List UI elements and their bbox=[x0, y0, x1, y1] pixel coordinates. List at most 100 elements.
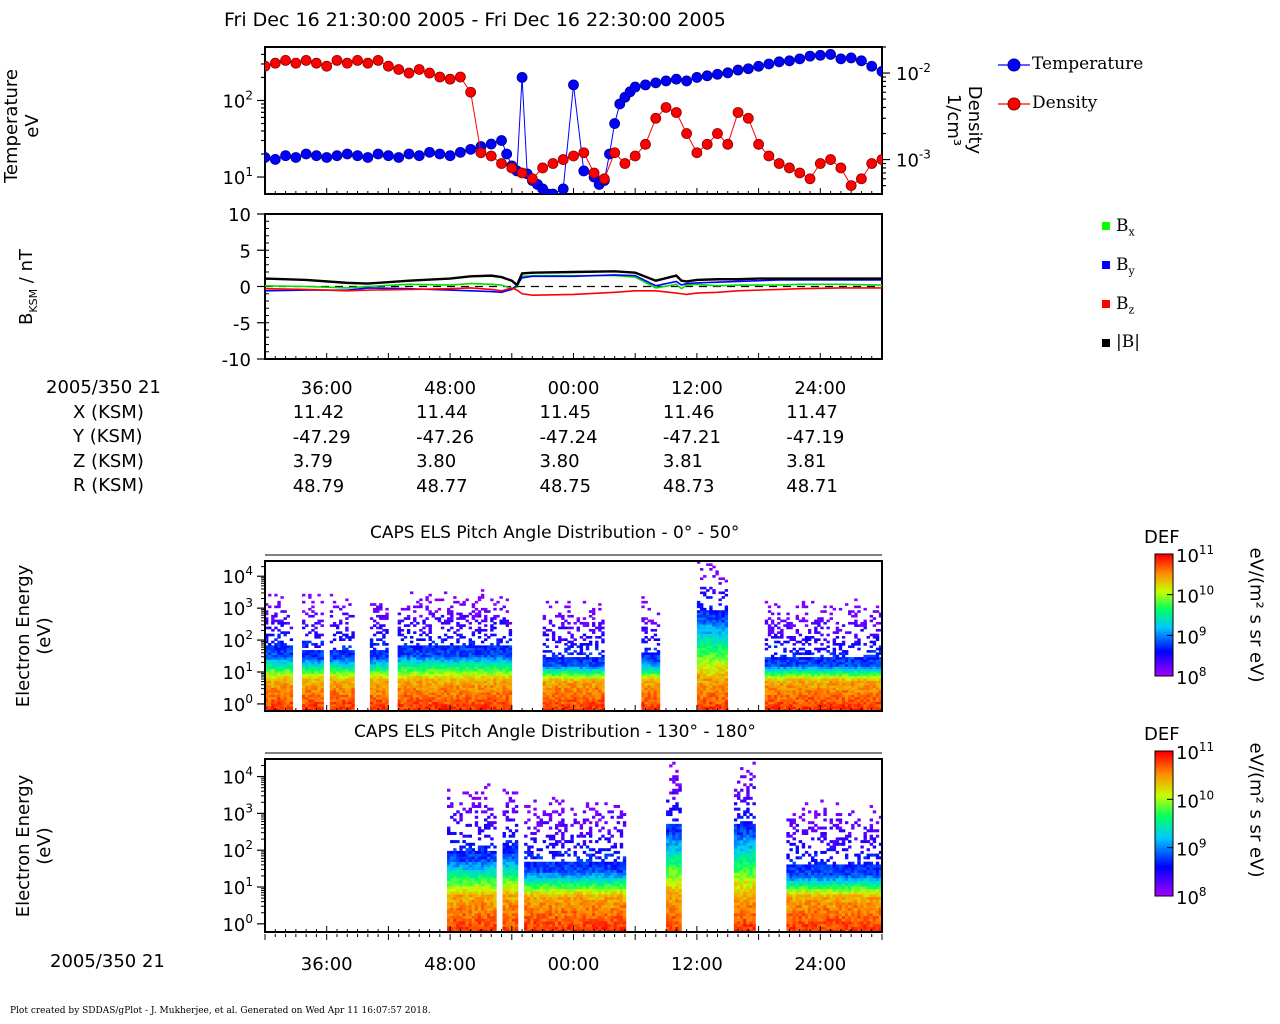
spectrogram-cell bbox=[422, 708, 426, 712]
temperature-point bbox=[372, 148, 384, 160]
spectrogram-cell bbox=[302, 680, 306, 684]
spectrogram-cell bbox=[382, 633, 386, 637]
spectrogram-cell bbox=[419, 664, 423, 667]
spectrogram-cell bbox=[567, 666, 571, 670]
spectrogram-cell bbox=[811, 666, 815, 670]
spectrogram-cell bbox=[777, 636, 781, 639]
spectrogram-cell bbox=[598, 708, 602, 712]
spectrogram-cell bbox=[400, 652, 405, 656]
spectrogram-cell bbox=[487, 647, 491, 651]
spectrogram-cell bbox=[474, 706, 479, 709]
spectrogram-cell bbox=[650, 654, 655, 658]
spectrogram-cell bbox=[696, 621, 701, 625]
spectrogram-cell bbox=[573, 692, 577, 695]
spectrogram-cell bbox=[712, 638, 716, 641]
spectrogram-cell bbox=[582, 678, 587, 681]
spectrogram-cell bbox=[468, 685, 472, 688]
spectrogram-cell bbox=[409, 666, 414, 670]
spectrogram-cell bbox=[696, 633, 701, 637]
spectrogram-cell bbox=[453, 659, 457, 663]
spectrogram-cell bbox=[789, 657, 793, 660]
spectrogram-cell bbox=[462, 701, 466, 705]
spectrogram-cell bbox=[696, 668, 701, 672]
spectrogram-cell bbox=[582, 666, 587, 670]
spectrogram-cell bbox=[456, 703, 460, 707]
spectrogram-cell bbox=[422, 621, 426, 625]
spectrogram-cell bbox=[409, 654, 414, 658]
spectrogram-cell bbox=[447, 701, 451, 705]
density-point bbox=[516, 167, 528, 179]
spectrogram-cell bbox=[369, 645, 374, 649]
b-series-magbmag bbox=[264, 270, 882, 288]
spectrogram-cell bbox=[585, 692, 590, 695]
spectrogram-cell bbox=[409, 682, 414, 686]
spectrogram-cell bbox=[314, 696, 318, 700]
spectrogram-cell bbox=[320, 685, 324, 688]
spectrogram-cell bbox=[767, 694, 772, 698]
spectrogram-cell bbox=[696, 650, 701, 653]
spectrogram-cell bbox=[561, 701, 565, 705]
spectrogram-cell bbox=[342, 668, 346, 672]
spectrogram-cell bbox=[289, 682, 294, 686]
spectrogram-cell bbox=[801, 643, 806, 646]
spectrogram-cell bbox=[595, 671, 599, 674]
spectrogram-cell bbox=[487, 701, 491, 705]
spectrogram-cell bbox=[419, 650, 423, 653]
spectrogram-cell bbox=[598, 659, 602, 663]
temperature-point bbox=[434, 148, 446, 160]
spectrogram-cell bbox=[854, 685, 858, 688]
spectrogram-cell bbox=[857, 687, 861, 691]
spectrogram-cell bbox=[342, 647, 346, 651]
spectrogram-cell bbox=[542, 689, 547, 693]
spectrogram-cell bbox=[724, 657, 729, 660]
spectrogram-cell bbox=[425, 689, 429, 693]
spectrogram-cell bbox=[471, 659, 476, 663]
spectrogram-cell bbox=[277, 621, 281, 625]
spectrogram-cell bbox=[314, 652, 318, 656]
spectrogram-cell bbox=[712, 643, 716, 646]
spectrogram-cell bbox=[570, 657, 574, 660]
spectrogram-cell bbox=[468, 638, 472, 641]
spectrogram-cell bbox=[774, 645, 778, 649]
spectrogram-cell bbox=[582, 675, 587, 679]
spectrogram-cell bbox=[558, 703, 562, 707]
spectrogram-cell bbox=[721, 631, 725, 634]
spectrogram-cell bbox=[437, 685, 442, 688]
spectrogram-cell bbox=[770, 701, 775, 705]
temperature-point bbox=[269, 153, 281, 165]
spectrogram-cell bbox=[814, 675, 818, 679]
spectrogram-cell bbox=[369, 694, 374, 698]
spectrogram-cell bbox=[869, 659, 874, 663]
spectrogram-cell bbox=[579, 659, 584, 663]
spectrogram-cell bbox=[447, 610, 451, 613]
spectrogram-cell bbox=[305, 685, 309, 688]
spectrogram-cell bbox=[777, 696, 781, 700]
spectrogram-cell bbox=[715, 699, 719, 702]
spectrogram-cell bbox=[289, 659, 294, 663]
spectrogram-cell bbox=[585, 678, 590, 681]
spectrogram-cell bbox=[496, 689, 500, 693]
spectrogram-cell bbox=[409, 657, 414, 660]
spectrogram-cell bbox=[777, 699, 781, 702]
spectrogram-cell bbox=[542, 675, 547, 679]
spectrogram-cell bbox=[699, 694, 704, 698]
spectrogram-cell bbox=[419, 675, 423, 679]
spectrogram-cell bbox=[826, 703, 830, 707]
spectrogram-cell bbox=[490, 617, 494, 620]
spectrogram-cell bbox=[724, 617, 729, 620]
spectrogram-cell bbox=[832, 631, 837, 634]
spectrogram-cell bbox=[570, 696, 574, 700]
spectrogram-cell bbox=[656, 638, 661, 641]
spectrogram-cell bbox=[332, 694, 337, 698]
spectrogram-cell bbox=[706, 624, 710, 627]
spectrogram-cell bbox=[724, 652, 729, 656]
spectrogram-cell bbox=[502, 671, 506, 674]
spectrogram-cell bbox=[601, 682, 605, 686]
spectrogram-cell bbox=[499, 664, 503, 667]
spectrogram-cell bbox=[339, 638, 343, 641]
spectrogram-cell bbox=[406, 699, 411, 702]
spectrogram-cell bbox=[447, 696, 451, 700]
spectrogram-cell bbox=[561, 706, 565, 709]
spectrogram-cell bbox=[456, 624, 460, 627]
spectrogram-cell bbox=[860, 708, 864, 712]
